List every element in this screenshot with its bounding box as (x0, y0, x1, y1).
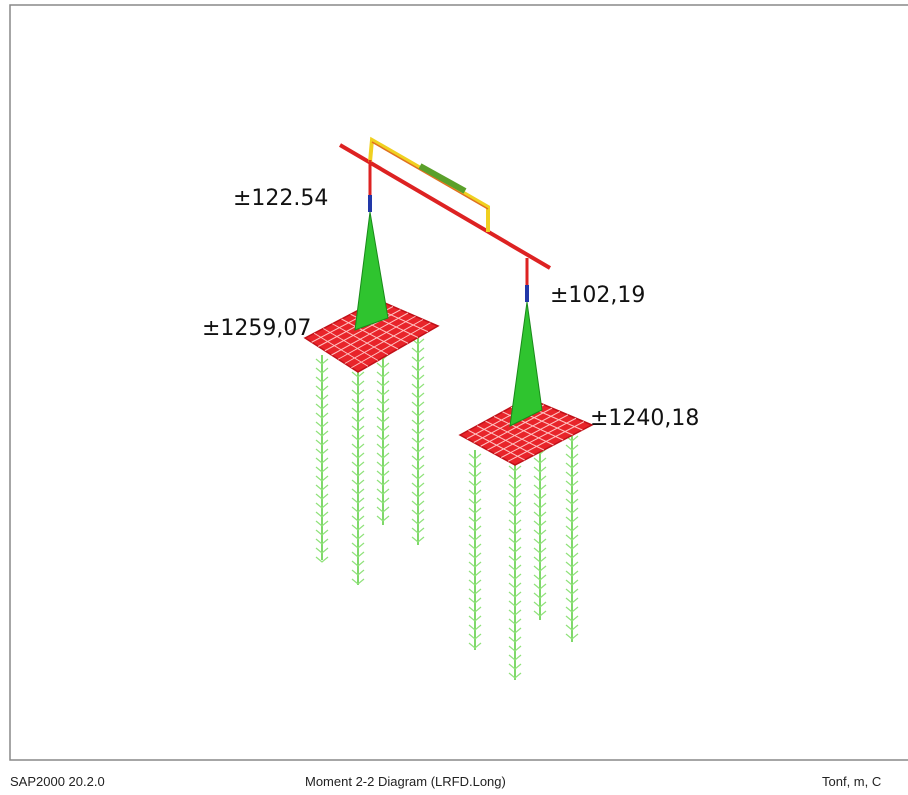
pile-springs (468, 453, 482, 649)
status-units: Tonf, m, C (822, 774, 881, 789)
brace-edge (371, 141, 489, 210)
cap-grid (337, 315, 416, 360)
status-diagram: Moment 2-2 Diagram (LRFD.Long) (305, 774, 506, 789)
pile-springs (508, 465, 522, 679)
cap-grid (344, 319, 424, 364)
pile-springs (533, 448, 547, 617)
cap-grid (494, 414, 569, 455)
moment-label: ±122.54 (233, 186, 328, 211)
structure (303, 136, 594, 680)
beam-moment (418, 163, 467, 194)
cap-grid (507, 421, 585, 462)
moment-label: ±1259,07 (202, 316, 311, 341)
pile-springs (376, 353, 390, 522)
pile-springs (315, 358, 329, 563)
pile-springs (565, 435, 579, 640)
beam (338, 143, 552, 270)
column-moment (354, 211, 389, 331)
cap-grid (351, 322, 431, 369)
moment-label: ±1240,18 (590, 406, 699, 431)
status-version: SAP2000 20.2.0 (10, 774, 105, 789)
moment-label: ±102,19 (550, 283, 645, 308)
pile-cap (303, 299, 440, 373)
pile-springs (411, 338, 425, 543)
cap-grid (501, 417, 577, 458)
cap-grid (331, 312, 409, 356)
column-moment (509, 301, 543, 427)
pile-springs (351, 371, 365, 585)
viewport-frame (9, 4, 908, 761)
cap-grid (487, 411, 561, 451)
